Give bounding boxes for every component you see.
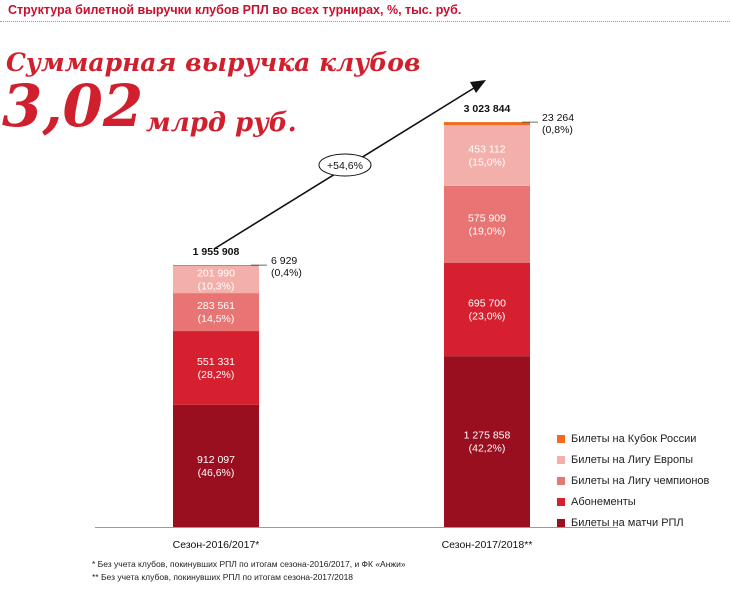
footnote-2: ** Без учета клубов, покинувших РПЛ по и…: [92, 572, 354, 582]
legend-swatch: [557, 518, 565, 527]
footnote-1: * Без учета клубов, покинувших РПЛ по ит…: [92, 559, 406, 569]
bar-segment: [444, 185, 530, 264]
legend-swatch: [557, 497, 565, 506]
legend-label: Билеты на Кубок России: [571, 432, 697, 445]
bar-percent-label: (42,2%): [469, 443, 506, 455]
growth-arrow-head: [470, 80, 486, 93]
bar-percent-label: (19,0%): [469, 225, 506, 237]
bar-value-label: 283 561: [197, 300, 235, 312]
bar-segment: [173, 266, 259, 294]
bar-value-label: 575 909: [468, 212, 506, 224]
bar-total-label: 1 955 908: [193, 246, 240, 258]
bar-segment: [173, 265, 259, 267]
bar-segment: [173, 293, 259, 332]
cup-value-label: 6 929: [271, 255, 297, 267]
chart-legend: Билеты на Кубок России Билеты на Лигу Евр…: [557, 428, 709, 533]
bar-value-label: 695 700: [468, 298, 506, 310]
bar-segment: [444, 122, 530, 126]
bar-percent-label: (15,0%): [469, 157, 506, 169]
bar-value-label: 201 990: [197, 268, 235, 280]
bar-value-label: 453 112: [468, 144, 505, 156]
legend-swatch: [557, 476, 565, 485]
legend-label: Билеты на Лигу Европы: [571, 453, 693, 466]
legend-label: Абонементы: [571, 495, 636, 508]
legend-item: Билеты на Кубок России: [557, 428, 709, 449]
x-tick-label: Сезон-2017/2018**: [442, 539, 533, 551]
growth-badge: [318, 153, 372, 177]
bar-percent-label: (10,3%): [198, 281, 235, 293]
bar-percent-label: (23,0%): [469, 311, 506, 323]
x-tick-label: Сезон-2016/2017*: [173, 539, 260, 551]
bar-segment: [444, 125, 530, 186]
bar-percent-label: (14,5%): [198, 313, 235, 325]
legend-item: Билеты на матчи РПЛ: [557, 512, 709, 533]
legend-item: Абонементы: [557, 491, 709, 512]
legend-item: Билеты на Лигу чемпионов: [557, 470, 709, 491]
bar-segment: [173, 331, 259, 405]
cup-percent-label: (0,8%): [542, 124, 573, 136]
legend-item: Билеты на Лигу Европы: [557, 449, 709, 470]
footnotes: * Без учета клубов, покинувших РПЛ по ит…: [92, 558, 406, 584]
header-divider: [0, 21, 730, 22]
headline-title: Суммарная выручка клубов: [6, 48, 421, 77]
legend-swatch: [557, 455, 565, 464]
bar-value-label: 912 097: [197, 454, 235, 466]
legend-label: Билеты на Лигу чемпионов: [571, 474, 710, 487]
bar-total-label: 3 023 844: [464, 103, 511, 115]
growth-label: +54,6%: [327, 160, 363, 172]
bar-percent-label: (46,6%): [198, 467, 235, 479]
legend-label: Билеты на матчи РПЛ: [571, 516, 684, 529]
headline-unit: млрд руб.: [146, 108, 297, 138]
cup-value-label: 23 264: [542, 112, 574, 124]
bar-value-label: 1 275 858: [464, 430, 511, 442]
bar-segment: [444, 263, 530, 357]
headline-value: 3,02: [2, 72, 144, 140]
bar-percent-label: (28,2%): [198, 369, 235, 381]
bar-value-label: 551 331: [197, 356, 235, 368]
bar-segment: [444, 356, 530, 527]
bar-segment: [173, 404, 259, 527]
cup-percent-label: (0,4%): [271, 267, 302, 279]
legend-swatch: [557, 434, 565, 443]
chart-header: Структура билетной выручки клубов РПЛ во…: [8, 3, 462, 17]
